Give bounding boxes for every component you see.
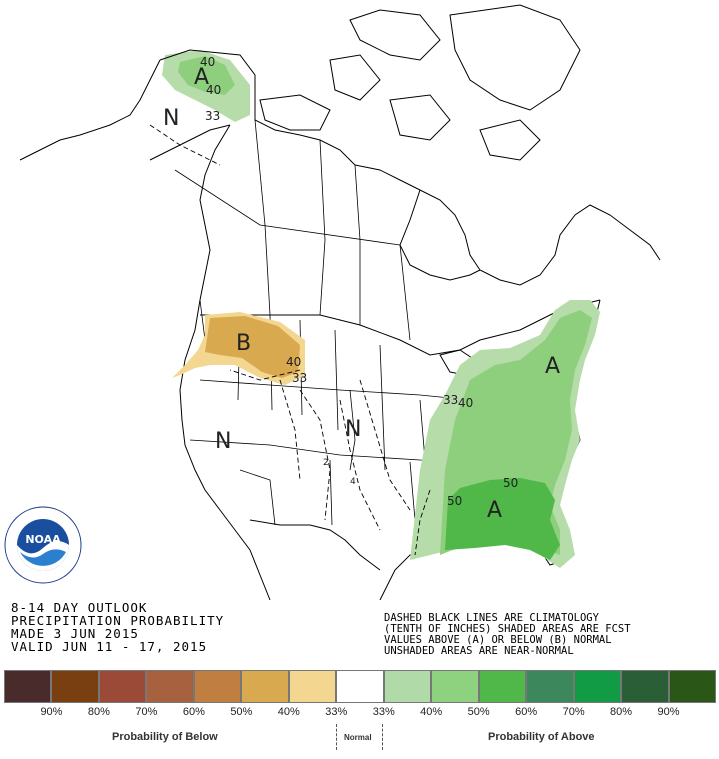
west-normal-label: N [215,429,231,454]
legend-percent-label: 70% [562,706,585,718]
southeast-above-50-area [445,478,560,560]
legend-swatch [241,670,289,703]
legend-swatch [526,670,574,703]
legend-swatch [146,670,194,703]
legend-percent-label: 33% [325,706,348,718]
climatology-label-4: 4 [350,477,356,487]
outlook-made-date: MADE 3 JUN 2015 [11,626,139,641]
climatology-label-2: 2 [323,458,329,468]
legend-percent-label: 40% [277,706,300,718]
legend-percent-label: 60% [182,706,205,718]
legend-below-caption: Probability of Below [112,731,218,743]
outlook-title: 8-14 DAY OUTLOOK [11,600,148,615]
legend-percent-label: 60% [515,706,538,718]
northwest-contour-33: 33 [292,371,307,385]
note-line-4: UNSHADED AREAS ARE NEAR-NORMAL [384,645,574,657]
legend-swatch [668,670,717,703]
legend-swatch [288,670,337,703]
legend-percent-label: 90% [40,706,63,718]
alaska-above-label: A [194,65,209,90]
legend-swatch [431,670,479,703]
alaska-contour-40b: 40 [206,83,221,97]
legend-swatch [4,670,52,703]
legend-normal-divider-left [336,724,337,750]
note-line-3: VALUES ABOVE (A) OR BELOW (B) NORMAL [384,634,612,646]
southeast-contour-50b: 50 [503,476,518,490]
note-line-1: DASHED BLACK LINES ARE CLIMATOLOGY [384,612,599,624]
east-contour-40: 40 [458,396,473,410]
legend-percent-label: 90% [657,706,680,718]
legend-normal-divider-right [382,724,383,750]
legend-swatch [51,670,99,703]
east-above-label: A [545,354,560,379]
alaska-contour-33: 33 [205,109,220,123]
legend-percent-label: 50% [467,706,490,718]
legend-percent-label: 33% [372,706,395,718]
outlook-subtitle: PRECIPITATION PROBABILITY [11,613,225,628]
noaa-logo: NOAA [4,506,82,584]
central-normal-label: N [345,417,361,442]
southeast-contour-50a: 50 [447,494,462,508]
legend-percent-label: 70% [135,706,158,718]
legend-swatch [383,670,432,703]
noaa-logo-text: NOAA [25,533,61,546]
legend-swatch [573,670,622,703]
alaska-contour-40a: 40 [200,55,215,69]
northwest-below-label: B [236,331,251,356]
precipitation-outlook-map: A N 40 40 33 B 40 33 N N A 40 33 A 50 50… [19,4,661,600]
east-contour-33: 33 [443,393,458,407]
northwest-below-40-area [205,316,300,378]
southeast-above-label: A [487,498,502,523]
alaska-outline [19,49,356,166]
legend-swatch [478,670,527,703]
legend-swatch [336,670,384,703]
note-line-2: (TENTH OF INCHES) SHADED AREAS ARE FCST [384,623,631,635]
legend-normal-caption: Normal [344,733,372,742]
legend-color-bar [4,670,717,703]
legend-percent-label: 40% [420,706,443,718]
northwest-contour-40: 40 [286,355,301,369]
legend-percent-label: 80% [610,706,633,718]
legend-swatch [621,670,669,703]
legend-percent-label: 50% [230,706,253,718]
legend-swatch [193,670,242,703]
alaska-normal-label: N [163,106,179,131]
alaska-above-40-area [178,56,235,95]
legend-percent-label: 80% [87,706,110,718]
outlook-valid-range: VALID JUN 11 - 17, 2015 [11,639,208,654]
legend-above-caption: Probability of Above [488,731,595,743]
legend-swatch [98,670,147,703]
